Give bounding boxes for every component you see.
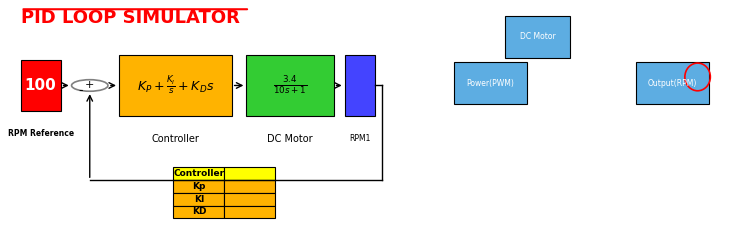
Text: Controller: Controller bbox=[173, 169, 225, 178]
FancyBboxPatch shape bbox=[344, 55, 375, 116]
FancyBboxPatch shape bbox=[173, 206, 225, 218]
FancyBboxPatch shape bbox=[225, 193, 275, 206]
Text: $\frac{3.4}{10s+1}$: $\frac{3.4}{10s+1}$ bbox=[273, 75, 307, 96]
FancyBboxPatch shape bbox=[225, 180, 275, 193]
Text: RPM Reference: RPM Reference bbox=[7, 129, 73, 138]
Text: Controller: Controller bbox=[151, 134, 199, 144]
FancyBboxPatch shape bbox=[225, 206, 275, 218]
FancyBboxPatch shape bbox=[454, 62, 526, 104]
Text: KD: KD bbox=[192, 207, 206, 216]
Text: -: - bbox=[78, 84, 82, 97]
Text: Kp: Kp bbox=[192, 182, 206, 191]
Text: DC Motor: DC Motor bbox=[267, 134, 313, 144]
FancyBboxPatch shape bbox=[505, 16, 570, 58]
Text: Output(RPM): Output(RPM) bbox=[647, 79, 697, 88]
FancyBboxPatch shape bbox=[225, 167, 275, 180]
FancyBboxPatch shape bbox=[21, 60, 61, 111]
Text: +: + bbox=[85, 80, 95, 91]
Text: KI: KI bbox=[194, 195, 204, 204]
Text: $K_P + \frac{K_I}{s} + K_D s$: $K_P + \frac{K_I}{s} + K_D s$ bbox=[137, 74, 214, 97]
FancyBboxPatch shape bbox=[173, 193, 225, 206]
Text: Power(PWM): Power(PWM) bbox=[466, 79, 514, 88]
Text: 100: 100 bbox=[25, 78, 57, 93]
FancyBboxPatch shape bbox=[173, 180, 225, 193]
FancyBboxPatch shape bbox=[247, 55, 334, 116]
FancyBboxPatch shape bbox=[119, 55, 232, 116]
Text: RPM1: RPM1 bbox=[349, 134, 371, 143]
FancyBboxPatch shape bbox=[173, 167, 225, 180]
FancyBboxPatch shape bbox=[636, 62, 708, 104]
Text: PID LOOP SIMULATOR: PID LOOP SIMULATOR bbox=[21, 9, 239, 27]
Text: DC Motor: DC Motor bbox=[520, 33, 556, 41]
